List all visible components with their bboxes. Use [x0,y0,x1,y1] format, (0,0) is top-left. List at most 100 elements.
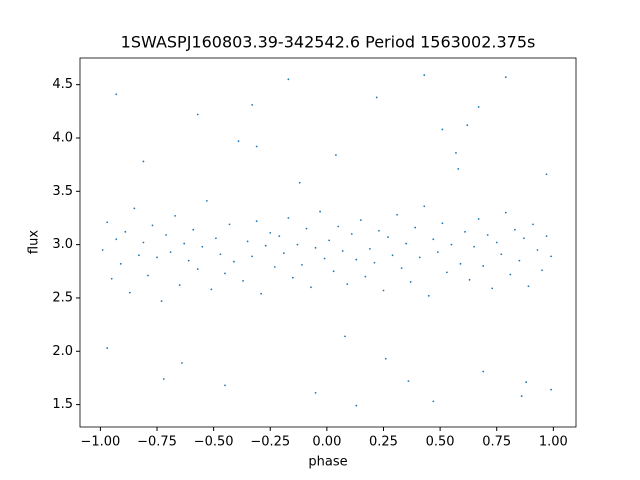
point [473,245,475,248]
point [423,205,426,208]
point [106,347,109,349]
point [384,357,387,360]
point [224,272,226,275]
chart-title: 1SWASPJ160803.39-342542.6 Period 1563002… [121,33,536,52]
point [298,181,301,184]
point [282,252,285,255]
point [364,275,367,278]
x-tick-label: 1.00 [539,435,568,450]
point [457,168,460,170]
point [264,244,267,247]
point [115,238,118,241]
point [119,262,122,265]
point [541,269,543,272]
point [482,370,485,373]
x-tick-label: 0.75 [482,435,511,450]
x-tick-label: 0.00 [312,435,341,450]
point [273,266,276,268]
point [375,96,378,99]
point [550,255,552,258]
point [459,262,462,265]
point [550,388,552,391]
point [255,220,258,223]
point [151,224,154,227]
point [156,256,158,259]
point [482,265,485,267]
x-tick-label: 0.25 [369,435,398,450]
point [237,140,240,143]
point [518,259,521,262]
point [344,335,346,338]
point [477,218,480,220]
point [305,227,308,230]
point [455,152,457,154]
point [137,254,140,257]
point [201,245,204,248]
point [407,380,410,383]
point [183,242,186,245]
point [142,241,145,244]
point [115,93,118,96]
point [196,268,199,271]
point [165,234,167,236]
point [436,251,439,253]
point [509,273,512,276]
point [477,106,480,108]
point [391,254,394,257]
point [432,238,435,241]
y-tick-label: 4.0 [52,130,73,145]
point [196,113,199,116]
point [251,255,254,258]
point [124,230,127,233]
point [219,253,222,256]
point [314,391,317,394]
point [359,219,362,222]
y-tick-label: 3.5 [52,184,73,199]
point [400,267,403,269]
point [310,286,312,289]
point [255,145,258,148]
point [536,249,539,251]
point [545,173,548,176]
point [142,160,145,163]
point [328,239,331,242]
point [423,74,426,76]
point [128,291,131,294]
x-tick-label: −1.00 [80,435,120,450]
point [350,233,353,235]
point [527,285,530,288]
point [224,384,226,387]
point [332,270,335,273]
point [532,223,534,226]
point [181,362,183,364]
point [378,229,380,232]
point [323,257,326,260]
point [233,260,235,263]
y-tick-label: 2.0 [52,344,73,359]
point [382,289,385,292]
point [133,207,136,210]
point [341,250,344,252]
point [287,217,290,219]
point [355,404,358,407]
point [210,288,213,291]
point [495,241,498,244]
point [414,226,417,229]
point [301,263,303,266]
point [486,234,489,236]
point [192,228,195,231]
point [396,213,398,216]
y-axis-label: flux [27,230,42,254]
point [106,221,109,224]
point [504,76,507,79]
point [368,247,371,250]
point [525,381,528,384]
point [228,223,231,226]
point [319,210,321,213]
point [418,256,421,259]
point [287,78,290,81]
point [405,242,408,245]
x-tick-label: 0.50 [426,435,455,450]
point [187,259,190,262]
